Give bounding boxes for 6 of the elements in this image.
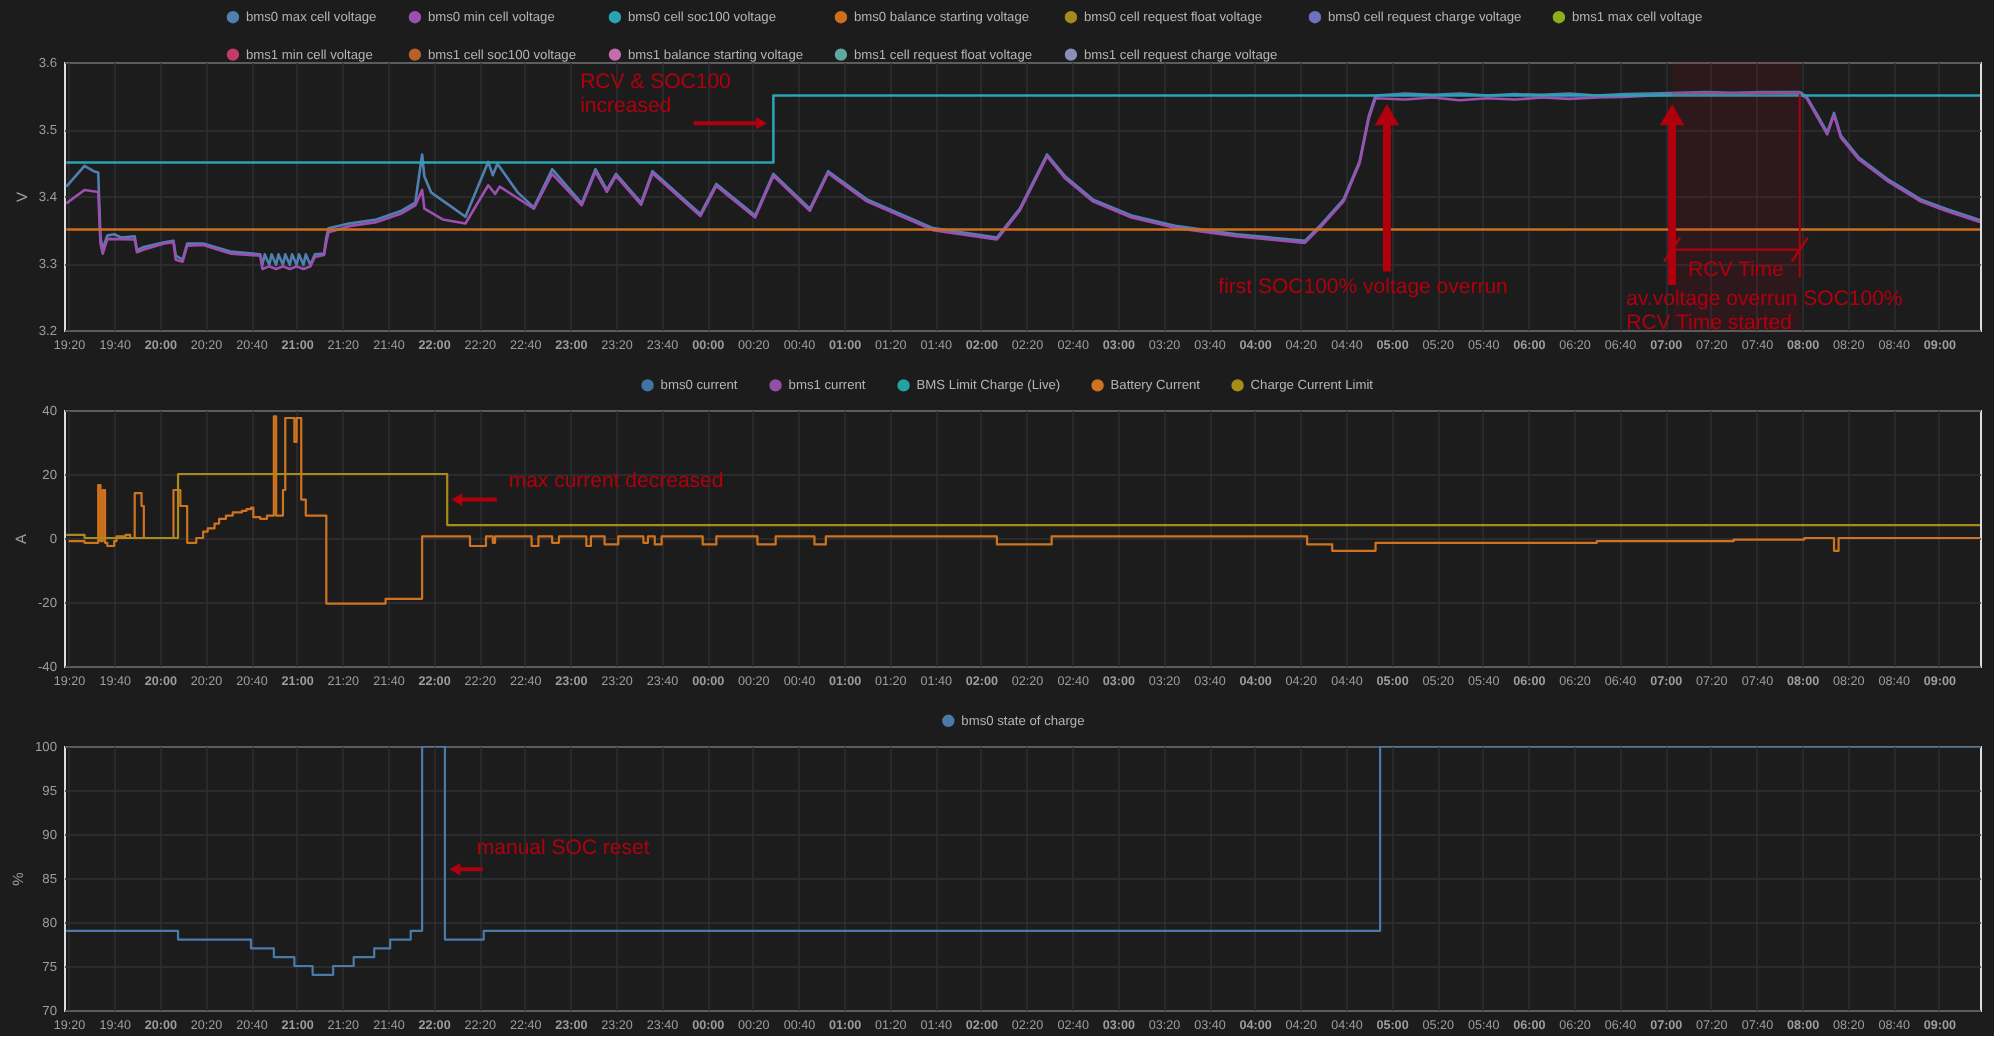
band-label: RCV Time [1688,257,1785,282]
annotation: RCV & SOC100 increased [580,69,732,118]
annotation: manual SOC reset [476,836,650,861]
annotation: first SOC100% voltage overrun [1218,274,1509,299]
annotation: max current decreased [508,469,724,494]
annotation: av.voltage overrun SOC100% RCV Time started [1626,286,1903,335]
